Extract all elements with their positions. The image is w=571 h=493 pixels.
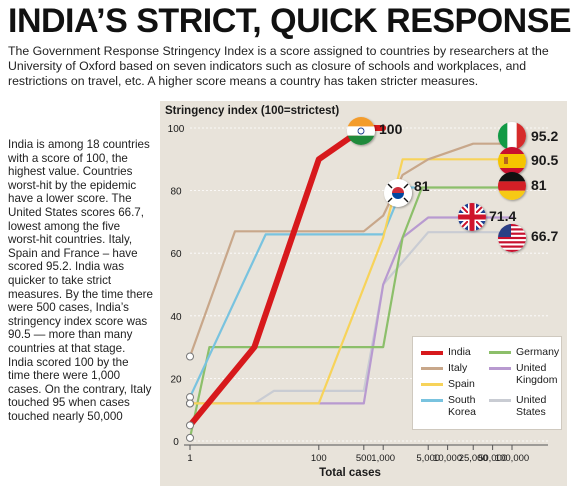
south-korea-value-label: 81 (414, 178, 430, 194)
italy-value-label: 95.2 (531, 128, 559, 144)
x-tick-label: 100,000 (495, 453, 529, 464)
series-line-italy (188, 142, 514, 358)
italy-flag-icon (498, 122, 526, 150)
start-marker-italy (186, 352, 194, 361)
y-tick-label: 0 (173, 437, 179, 448)
x-tick-label: 500 (356, 453, 372, 464)
y-tick-label: 20 (170, 374, 182, 385)
y-tick-label: 40 (170, 312, 182, 323)
legend-label-germany: Germany (516, 346, 560, 358)
spain-value-label: 90.5 (531, 152, 559, 168)
x-tick-label: 10,000 (433, 453, 462, 464)
start-marker-germany (186, 433, 194, 442)
legend-label-south-korea: South Korea (448, 394, 477, 418)
x-tick-label: 1,000 (371, 453, 395, 464)
x-tick-label: 100 (311, 453, 327, 464)
legend-label-india: India (448, 346, 471, 358)
legend-swatch-spain (421, 383, 443, 386)
legend-label-spain: Spain (448, 378, 475, 390)
legend-label-italy: Italy (448, 362, 468, 374)
legend-swatch-south-korea (421, 399, 443, 402)
intro-paragraph: The Government Response Stringency Index… (8, 44, 549, 88)
x-axis-label: Total cases (319, 467, 381, 479)
y-tick-label: 60 (170, 249, 182, 260)
india-value-label: 100 (379, 121, 403, 137)
united-kingdom-value-label: 71.4 (489, 208, 517, 224)
legend-item-spain: Spain (421, 378, 492, 391)
united-kingdom-flag-icon (458, 203, 486, 231)
legend-item-south-korea: South Korea (421, 394, 492, 418)
germany-flag-icon (498, 172, 526, 200)
united-states-value-label: 66.7 (531, 228, 559, 244)
series-line-spain (188, 158, 514, 405)
sidebar-text: India is among 18 countries with a score… (8, 138, 153, 423)
legend-swatch-germany (489, 351, 511, 354)
chart-legend: India Italy Spain South Korea Germany Un… (412, 336, 562, 430)
legend-item-united-states: United States (489, 394, 560, 418)
legend-item-italy: Italy (421, 362, 492, 375)
legend-item-germany: Germany (489, 346, 560, 359)
south-korea-flag-icon (384, 179, 412, 207)
x-tick-label: 1 (187, 453, 192, 464)
legend-label-united-states: United States (516, 394, 547, 418)
germany-value-label: 81 (531, 177, 547, 193)
legend-swatch-india (421, 351, 443, 355)
y-tick-label: 80 (170, 187, 182, 198)
legend-swatch-italy (421, 367, 443, 370)
legend-swatch-united-kingdom (489, 367, 511, 370)
x-tick-label: 5,000 (416, 453, 440, 464)
legend-item-united-kingdom: United Kingdom (489, 362, 560, 386)
chart-title: Stringency index (100=strictest) (165, 105, 339, 117)
legend-item-india: India (421, 346, 492, 359)
legend-label-united-kingdom: United Kingdom (516, 362, 558, 386)
x-tick-label: 25,000 (459, 453, 488, 464)
legend-swatch-united-states (489, 399, 511, 402)
spain-flag-icon (498, 147, 526, 175)
start-marker-spain (186, 399, 194, 408)
y-tick-label: 100 (168, 124, 185, 135)
x-tick-label: 50,000 (478, 453, 507, 464)
start-marker-india (186, 421, 194, 430)
headline: INDIA’S STRICT, QUICK RESPONSE (8, 2, 571, 40)
united-states-flag-icon (498, 224, 526, 252)
india-flag-icon (347, 117, 375, 145)
